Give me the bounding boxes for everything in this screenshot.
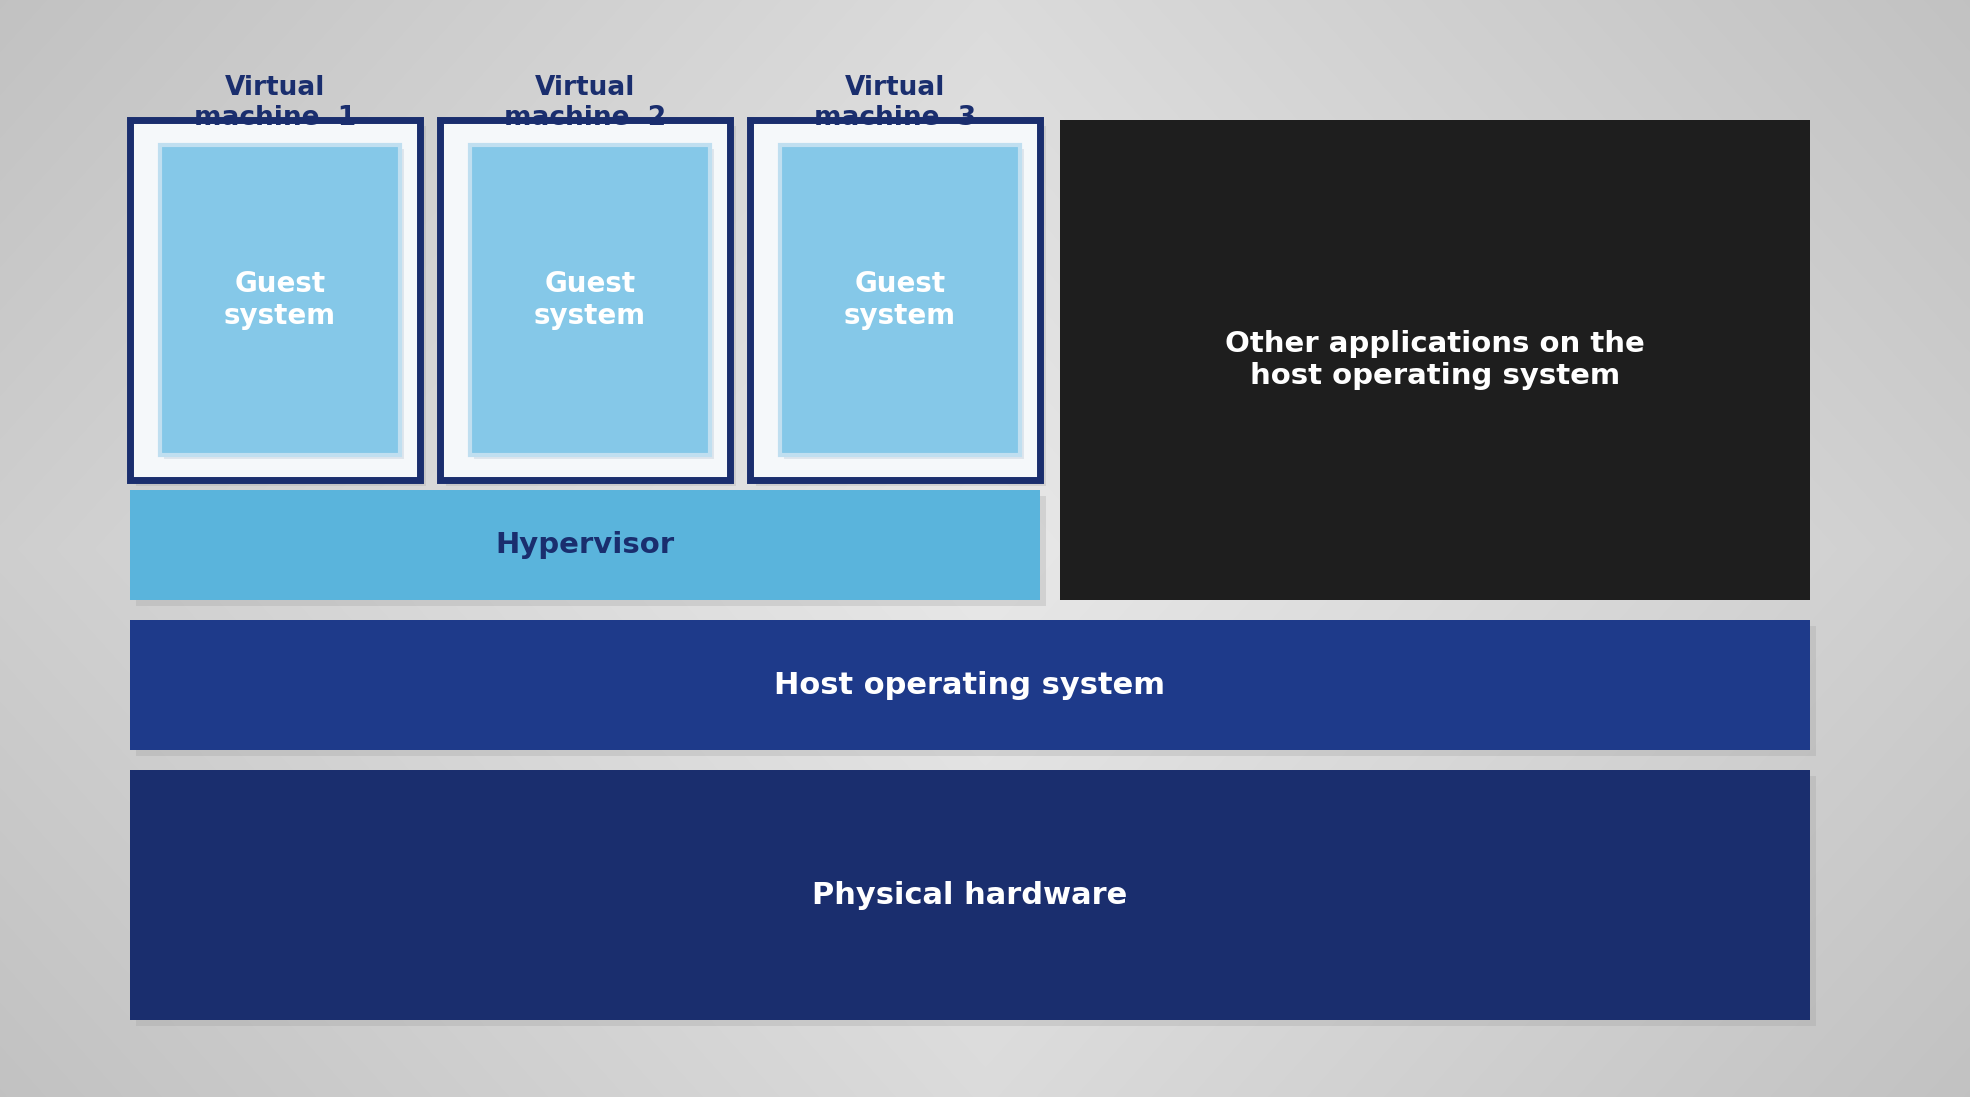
Bar [136,496,1046,606]
Bar [164,149,404,459]
Text: Other applications on the
host operating system: Other applications on the host operating… [1225,330,1645,391]
Bar [136,126,426,486]
Bar [136,776,1816,1026]
Bar [784,149,1024,459]
Text: Hypervisor: Hypervisor [494,531,674,559]
Bar [780,145,1020,455]
Bar [756,126,1046,486]
Text: Guest
system: Guest system [843,270,955,330]
Bar [751,120,1040,480]
Bar [475,149,713,459]
Text: Virtual
machine  1: Virtual machine 1 [193,75,357,131]
Bar [130,490,1040,600]
Bar [445,126,737,486]
Text: Virtual
machine  3: Virtual machine 3 [814,75,975,131]
Bar [130,120,420,480]
Text: Physical hardware: Physical hardware [812,881,1127,909]
Bar [1060,120,1810,600]
Bar [136,626,1816,756]
Bar [160,145,400,455]
Text: Virtual
machine  2: Virtual machine 2 [504,75,666,131]
Text: Guest
system: Guest system [534,270,646,330]
Text: Guest
system: Guest system [225,270,337,330]
Bar [471,145,709,455]
Bar [130,620,1810,750]
Bar [130,770,1810,1020]
Bar [439,120,731,480]
Text: Host operating system: Host operating system [774,670,1166,700]
